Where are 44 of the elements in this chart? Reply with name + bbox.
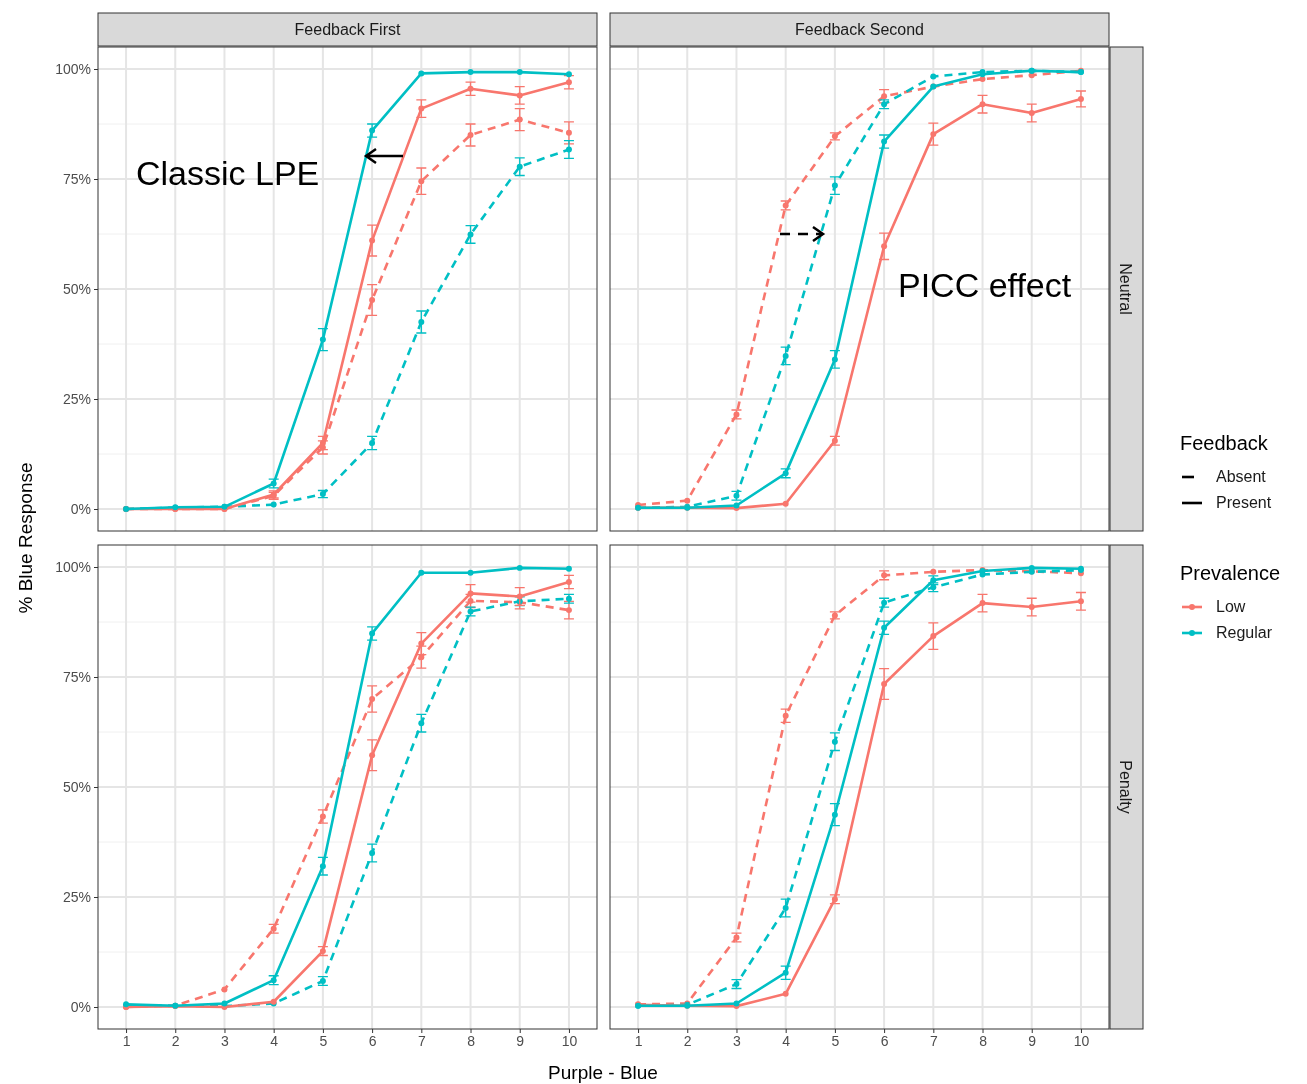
x-tick-label: 4 — [782, 1032, 791, 1049]
y-tick-label: 100% — [55, 60, 91, 77]
y-tick-label: 25% — [62, 888, 91, 905]
y-tick-label: 100% — [55, 558, 91, 575]
x-tick-label: 5 — [319, 1032, 328, 1049]
x-tick-label: 10 — [561, 1032, 578, 1049]
x-tick-label: 1 — [122, 1032, 131, 1049]
chart-title: Feedback First — [294, 21, 401, 38]
x-tick-label: 3 — [733, 1032, 742, 1049]
text: Present — [1216, 494, 1272, 511]
text: Absent — [1216, 468, 1267, 485]
text: Neutral — [1117, 263, 1134, 315]
y-tick-label: 25% — [62, 390, 91, 407]
x-tick-label: 7 — [929, 1032, 938, 1049]
chart-title: Feedback Second — [795, 21, 924, 38]
text: Penalty — [1117, 760, 1134, 814]
y-tick-label: 50% — [62, 778, 91, 795]
x-tick-label: 6 — [368, 1032, 377, 1049]
legend-title: Prevalence — [1180, 562, 1281, 584]
y-axis-title: % Blue Response — [15, 462, 36, 614]
text: Feedback — [1180, 432, 1269, 454]
x-tick-label: 6 — [880, 1032, 889, 1049]
x-tick-label: 9 — [1028, 1032, 1037, 1049]
annotation: Classic LPE — [136, 154, 320, 192]
y-tick-label: 75% — [62, 668, 91, 685]
x-tick-label: 8 — [467, 1032, 476, 1049]
y-tick-label: 50% — [62, 280, 91, 297]
x-tick-label: 5 — [831, 1032, 840, 1049]
x-tick-label: 3 — [221, 1032, 230, 1049]
x-tick-label: 4 — [270, 1032, 279, 1049]
x-tick-label: 10 — [1073, 1032, 1090, 1049]
legend-label: Regular — [1216, 624, 1273, 641]
x-tick-label: 9 — [516, 1032, 525, 1049]
x-axis-title: Purple - Blue — [548, 1062, 658, 1083]
x-tick-label: 8 — [979, 1032, 988, 1049]
x-tick-label: 2 — [171, 1032, 180, 1049]
y-tick-label: 0% — [70, 998, 91, 1015]
legend-label: Low — [1216, 598, 1246, 615]
y-tick-label: 0% — [70, 500, 91, 517]
annotation: PICC effect — [898, 266, 1072, 304]
x-tick-label: 1 — [634, 1032, 643, 1049]
y-tick-label: 75% — [62, 170, 91, 187]
x-tick-label: 7 — [417, 1032, 426, 1049]
x-tick-label: 2 — [683, 1032, 692, 1049]
